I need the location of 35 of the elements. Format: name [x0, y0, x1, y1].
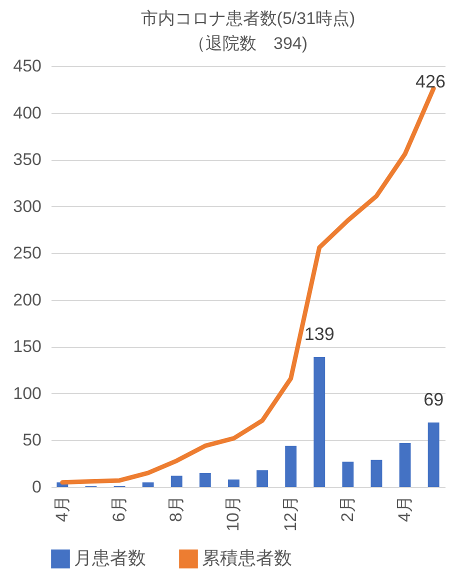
- bar: [370, 460, 382, 487]
- bar: [228, 480, 240, 487]
- x-tick-label: 6月: [110, 496, 129, 522]
- x-tick-label: 10月: [224, 496, 243, 532]
- bar: [199, 472, 211, 487]
- y-tick-label: 400: [13, 103, 42, 122]
- bar: [285, 446, 297, 487]
- y-tick-label: 200: [13, 290, 42, 310]
- legend-label: 月患者数: [74, 548, 146, 568]
- bar: [256, 470, 268, 487]
- bar: [428, 422, 440, 487]
- y-tick-label: 150: [13, 337, 42, 356]
- bar: [170, 476, 182, 487]
- y-tick-label: 100: [13, 384, 42, 403]
- y-tick-label: 350: [13, 150, 42, 170]
- x-tick-label: 12月: [280, 496, 300, 532]
- chart-title: 市内コロナ患者数(5/31時点): [140, 9, 356, 28]
- x-tick-label: 2月: [338, 496, 357, 522]
- y-tick-label: 50: [22, 430, 42, 450]
- y-tick-label: 0: [32, 478, 42, 496]
- bar: [142, 482, 154, 487]
- x-tick-label: 4月: [395, 496, 414, 522]
- data-label: 139: [304, 324, 334, 344]
- bar: [314, 356, 326, 487]
- bar: [342, 462, 354, 487]
- x-tick-label: 8月: [166, 496, 186, 522]
- y-tick-label: 250: [13, 244, 42, 263]
- x-tick-label: 4月: [52, 496, 72, 522]
- legend-label: 累積患者数: [202, 548, 292, 568]
- bar: [399, 443, 411, 487]
- data-label: 69: [424, 389, 444, 410]
- data-label: 426: [416, 71, 446, 92]
- y-tick-label: 450: [13, 56, 42, 76]
- chart-subtitle: （退院数 394): [188, 34, 308, 53]
- y-tick-label: 300: [13, 196, 42, 216]
